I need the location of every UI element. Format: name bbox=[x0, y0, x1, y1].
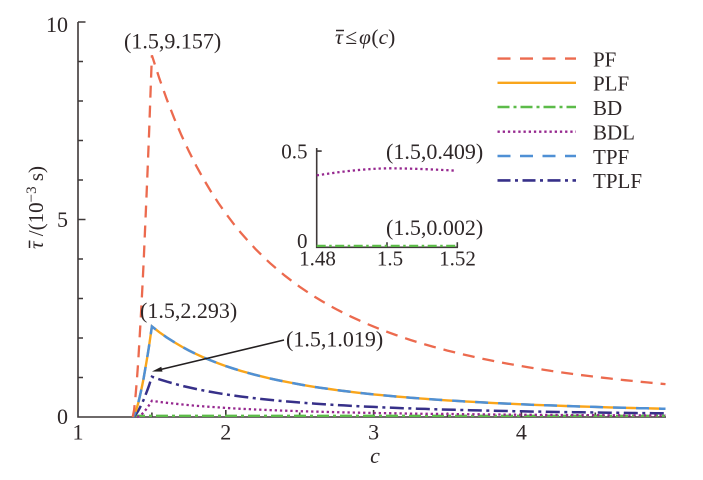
svg-text:4: 4 bbox=[516, 420, 527, 445]
svg-text:1.52: 1.52 bbox=[439, 247, 476, 271]
svg-text:10: 10 bbox=[46, 12, 68, 37]
svg-text:TPLF: TPLF bbox=[593, 169, 642, 193]
svg-text:(1.5,0.002): (1.5,0.002) bbox=[386, 215, 483, 240]
svg-text:2: 2 bbox=[220, 420, 231, 445]
svg-text:TPF: TPF bbox=[593, 145, 629, 169]
svg-text:BD: BD bbox=[593, 96, 622, 120]
svg-text:BDL: BDL bbox=[593, 121, 635, 145]
svg-text:τ /(10−3 s): τ /(10−3 s) bbox=[24, 166, 48, 249]
svg-text:PF: PF bbox=[593, 47, 616, 71]
svg-text:0: 0 bbox=[57, 404, 68, 429]
svg-text:τ≤φ(c): τ ≤φ(c) bbox=[335, 25, 395, 49]
svg-text:(1.5,9.157): (1.5,9.157) bbox=[124, 29, 221, 54]
svg-text:0.5: 0.5 bbox=[281, 140, 307, 164]
svg-text:0: 0 bbox=[297, 229, 308, 253]
svg-text:1.5: 1.5 bbox=[377, 247, 403, 271]
svg-text:3: 3 bbox=[368, 420, 379, 445]
svg-text:c: c bbox=[370, 443, 380, 468]
svg-text:5: 5 bbox=[57, 207, 68, 232]
svg-text:PLF: PLF bbox=[593, 72, 629, 96]
svg-text:1: 1 bbox=[73, 420, 84, 445]
svg-text:(1.5,0.409): (1.5,0.409) bbox=[386, 139, 483, 164]
svg-text:1.48: 1.48 bbox=[299, 247, 336, 271]
svg-text:(1.5,2.293): (1.5,2.293) bbox=[140, 298, 237, 323]
svg-text:(1.5,1.019): (1.5,1.019) bbox=[286, 327, 383, 352]
